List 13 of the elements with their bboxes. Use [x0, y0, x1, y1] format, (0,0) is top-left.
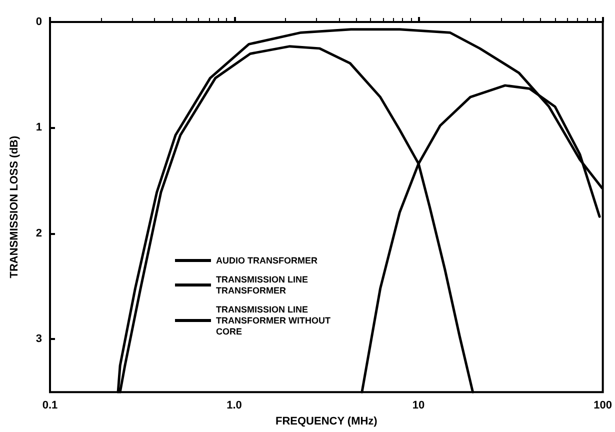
y-tick-label: 0 [36, 16, 42, 28]
legend-label: AUDIO TRANSFORMER [216, 256, 318, 266]
y-tick-label: 2 [36, 227, 42, 240]
x-tick-label: 0.1 [42, 400, 58, 412]
x-axis-title: FREQUENCY (MHz) [275, 416, 378, 428]
y-axis-title: TRANSMISSION LOSS (dB) [8, 136, 20, 278]
y-tick-label: 1 [36, 122, 42, 134]
legend-label: TRANSMISSION LINE TRANSFORMER [216, 274, 308, 296]
x-tick-label: 1.0 [226, 400, 242, 412]
x-tick-label: 100 [594, 400, 612, 412]
legend-label: TRANSMISSION LINE TRANSFORMER WITHOUT CORE [216, 304, 331, 336]
x-tick-label: 10 [412, 400, 425, 412]
y-tick-label: 3 [36, 333, 42, 346]
